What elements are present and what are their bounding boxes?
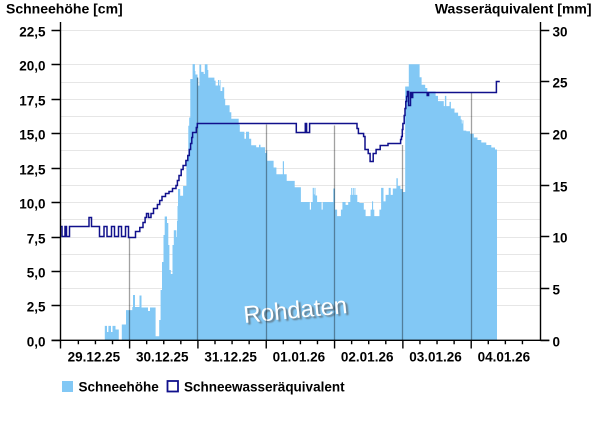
svg-text:01.01.26: 01.01.26	[273, 350, 326, 365]
svg-text:10,0: 10,0	[19, 196, 45, 211]
svg-text:03.01.26: 03.01.26	[409, 350, 462, 365]
svg-text:22,5: 22,5	[19, 24, 46, 39]
svg-text:Schneehöhe: Schneehöhe	[79, 380, 160, 395]
svg-text:29.12.25: 29.12.25	[68, 350, 121, 365]
svg-text:20,0: 20,0	[19, 58, 45, 73]
svg-text:15: 15	[553, 179, 569, 194]
svg-text:12,5: 12,5	[19, 162, 46, 177]
svg-text:17,5: 17,5	[19, 93, 46, 108]
svg-text:5: 5	[553, 282, 561, 297]
svg-text:30.12.25: 30.12.25	[136, 350, 189, 365]
svg-text:04.01.26: 04.01.26	[478, 350, 531, 365]
svg-text:31.12.25: 31.12.25	[204, 350, 257, 365]
svg-text:30: 30	[553, 24, 568, 39]
svg-text:10: 10	[553, 230, 568, 245]
svg-text:7,5: 7,5	[27, 231, 46, 246]
svg-text:Schneehöhe [cm]: Schneehöhe [cm]	[6, 1, 123, 17]
svg-text:25: 25	[553, 75, 569, 90]
svg-text:Schneewasseräquivalent: Schneewasseräquivalent	[184, 380, 345, 395]
svg-text:5,0: 5,0	[27, 265, 46, 280]
svg-text:15,0: 15,0	[19, 127, 45, 142]
svg-text:0: 0	[553, 334, 561, 349]
svg-text:0,0: 0,0	[27, 334, 46, 349]
svg-text:02.01.26: 02.01.26	[341, 350, 394, 365]
svg-text:20: 20	[553, 127, 568, 142]
svg-text:2,5: 2,5	[27, 299, 46, 314]
svg-text:Wasseräquivalent [mm]: Wasseräquivalent [mm]	[435, 1, 592, 17]
